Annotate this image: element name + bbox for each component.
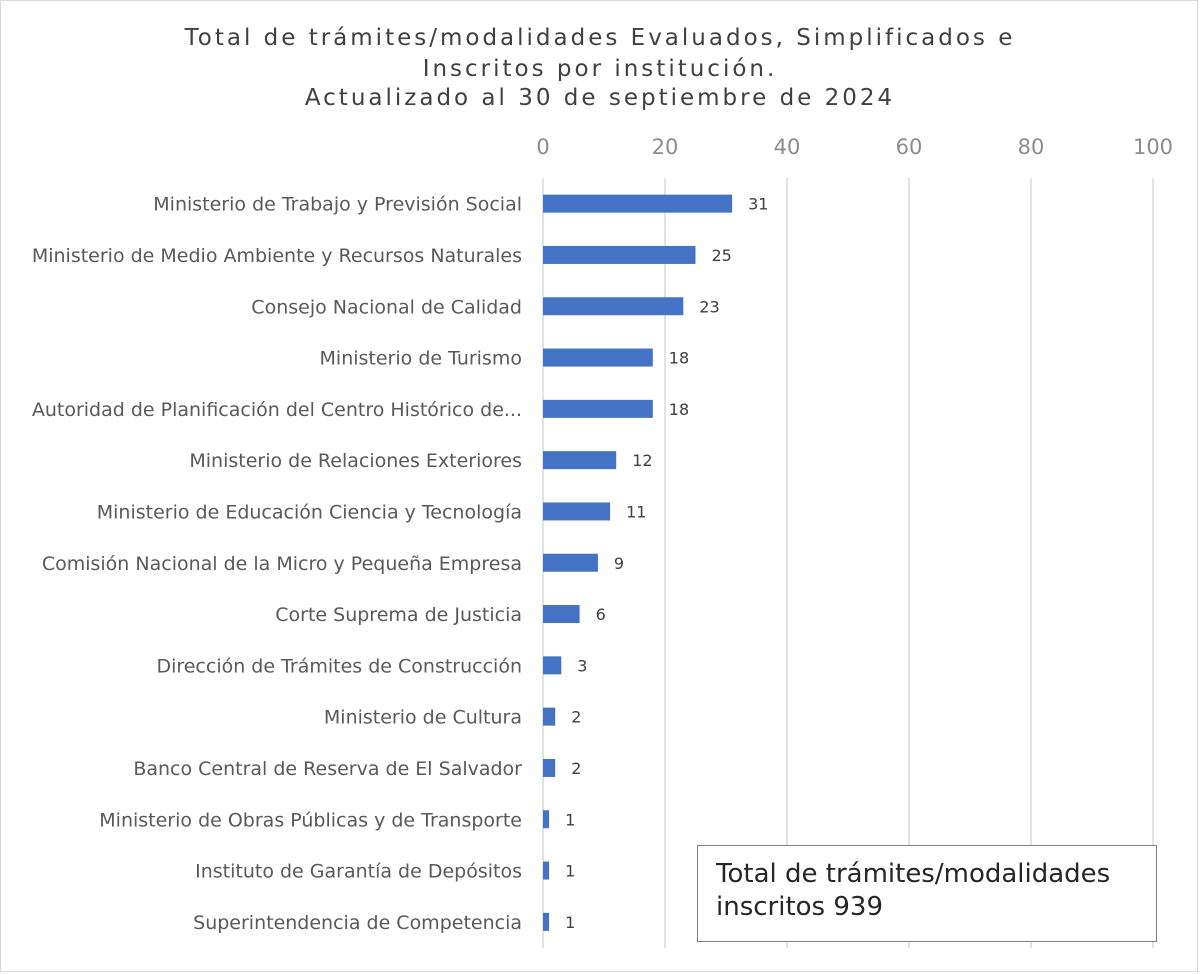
data-label: 18: [669, 349, 689, 368]
category-label: Ministerio de Medio Ambiente y Recursos …: [32, 245, 522, 267]
bar: [543, 707, 556, 726]
x-tick-label: 100: [1133, 135, 1173, 159]
category-label: Autoridad de Planificación del Centro Hi…: [32, 399, 522, 421]
x-tick-label: 80: [1018, 135, 1045, 159]
annotation-line-1: Total de trámites/modalidades: [716, 859, 1111, 889]
category-labels: Ministerio de Trabajo y Previsión Social…: [32, 194, 522, 934]
data-label: 1: [565, 810, 575, 829]
category-label: Ministerio de Trabajo y Previsión Social: [153, 194, 522, 216]
bar: [543, 502, 611, 521]
bar: [543, 912, 550, 931]
chart-title-line: Inscritos por institución.: [423, 56, 778, 82]
bar: [543, 758, 556, 777]
bar: [543, 399, 653, 418]
bar: [543, 245, 696, 264]
bar: [543, 194, 733, 213]
bar: [543, 810, 550, 829]
total-inscritos-annotation: Total de trámites/modalidades inscritos …: [697, 845, 1157, 942]
data-label: 9: [614, 554, 624, 573]
category-label: Ministerio de Obras Públicas y de Transp…: [99, 809, 522, 831]
data-label: 31: [748, 195, 768, 214]
bar: [543, 553, 598, 572]
bar: [543, 451, 617, 470]
data-label: 25: [712, 246, 732, 265]
data-label: 1: [565, 913, 575, 932]
bar: [543, 656, 562, 675]
chart-title-line: Actualizado al 30 de septiembre de 2024: [305, 85, 895, 111]
category-label: Superintendencia de Competencia: [193, 912, 522, 934]
x-tick-label: 0: [536, 135, 549, 159]
bars: [543, 194, 733, 931]
data-label: 11: [626, 502, 646, 521]
category-label: Ministerio de Cultura: [324, 707, 522, 729]
x-tick-label: 40: [774, 135, 801, 159]
category-label: Banco Central de Reserva de El Salvador: [133, 758, 522, 780]
category-label: Dirección de Trámites de Construcción: [156, 655, 522, 677]
x-axis-ticks: 0 20 40 60 80 100: [536, 135, 1173, 159]
gridlines: [542, 178, 1154, 948]
category-label: Instituto de Garantía de Depósitos: [195, 861, 522, 883]
category-label: Comisión Nacional de la Micro y Pequeña …: [42, 553, 522, 575]
data-label: 23: [699, 297, 719, 316]
category-label: Ministerio de Turismo: [320, 348, 522, 370]
bar: [543, 348, 653, 367]
data-label: 2: [571, 708, 581, 727]
x-tick-label: 60: [896, 135, 923, 159]
data-label: 6: [596, 605, 606, 624]
data-label: 12: [632, 451, 652, 470]
annotation-line-2: inscritos 939: [716, 892, 883, 922]
bar: [543, 297, 684, 316]
data-label: 1: [565, 862, 575, 881]
data-label: 18: [669, 400, 689, 419]
x-tick-label: 20: [652, 135, 679, 159]
chart-title: Total de trámites/modalidades Evaluados,…: [184, 25, 1016, 111]
data-label: 3: [577, 656, 587, 675]
category-label: Ministerio de Educación Ciencia y Tecnol…: [97, 501, 522, 523]
bar: [543, 861, 550, 880]
bar: [543, 605, 580, 624]
chart-title-line: Total de trámites/modalidades Evaluados,…: [184, 25, 1016, 51]
data-label: 2: [571, 759, 581, 778]
category-label: Corte Suprema de Justicia: [275, 604, 522, 626]
category-label: Consejo Nacional de Calidad: [251, 296, 522, 318]
category-label: Ministerio de Relaciones Exteriores: [189, 450, 522, 472]
